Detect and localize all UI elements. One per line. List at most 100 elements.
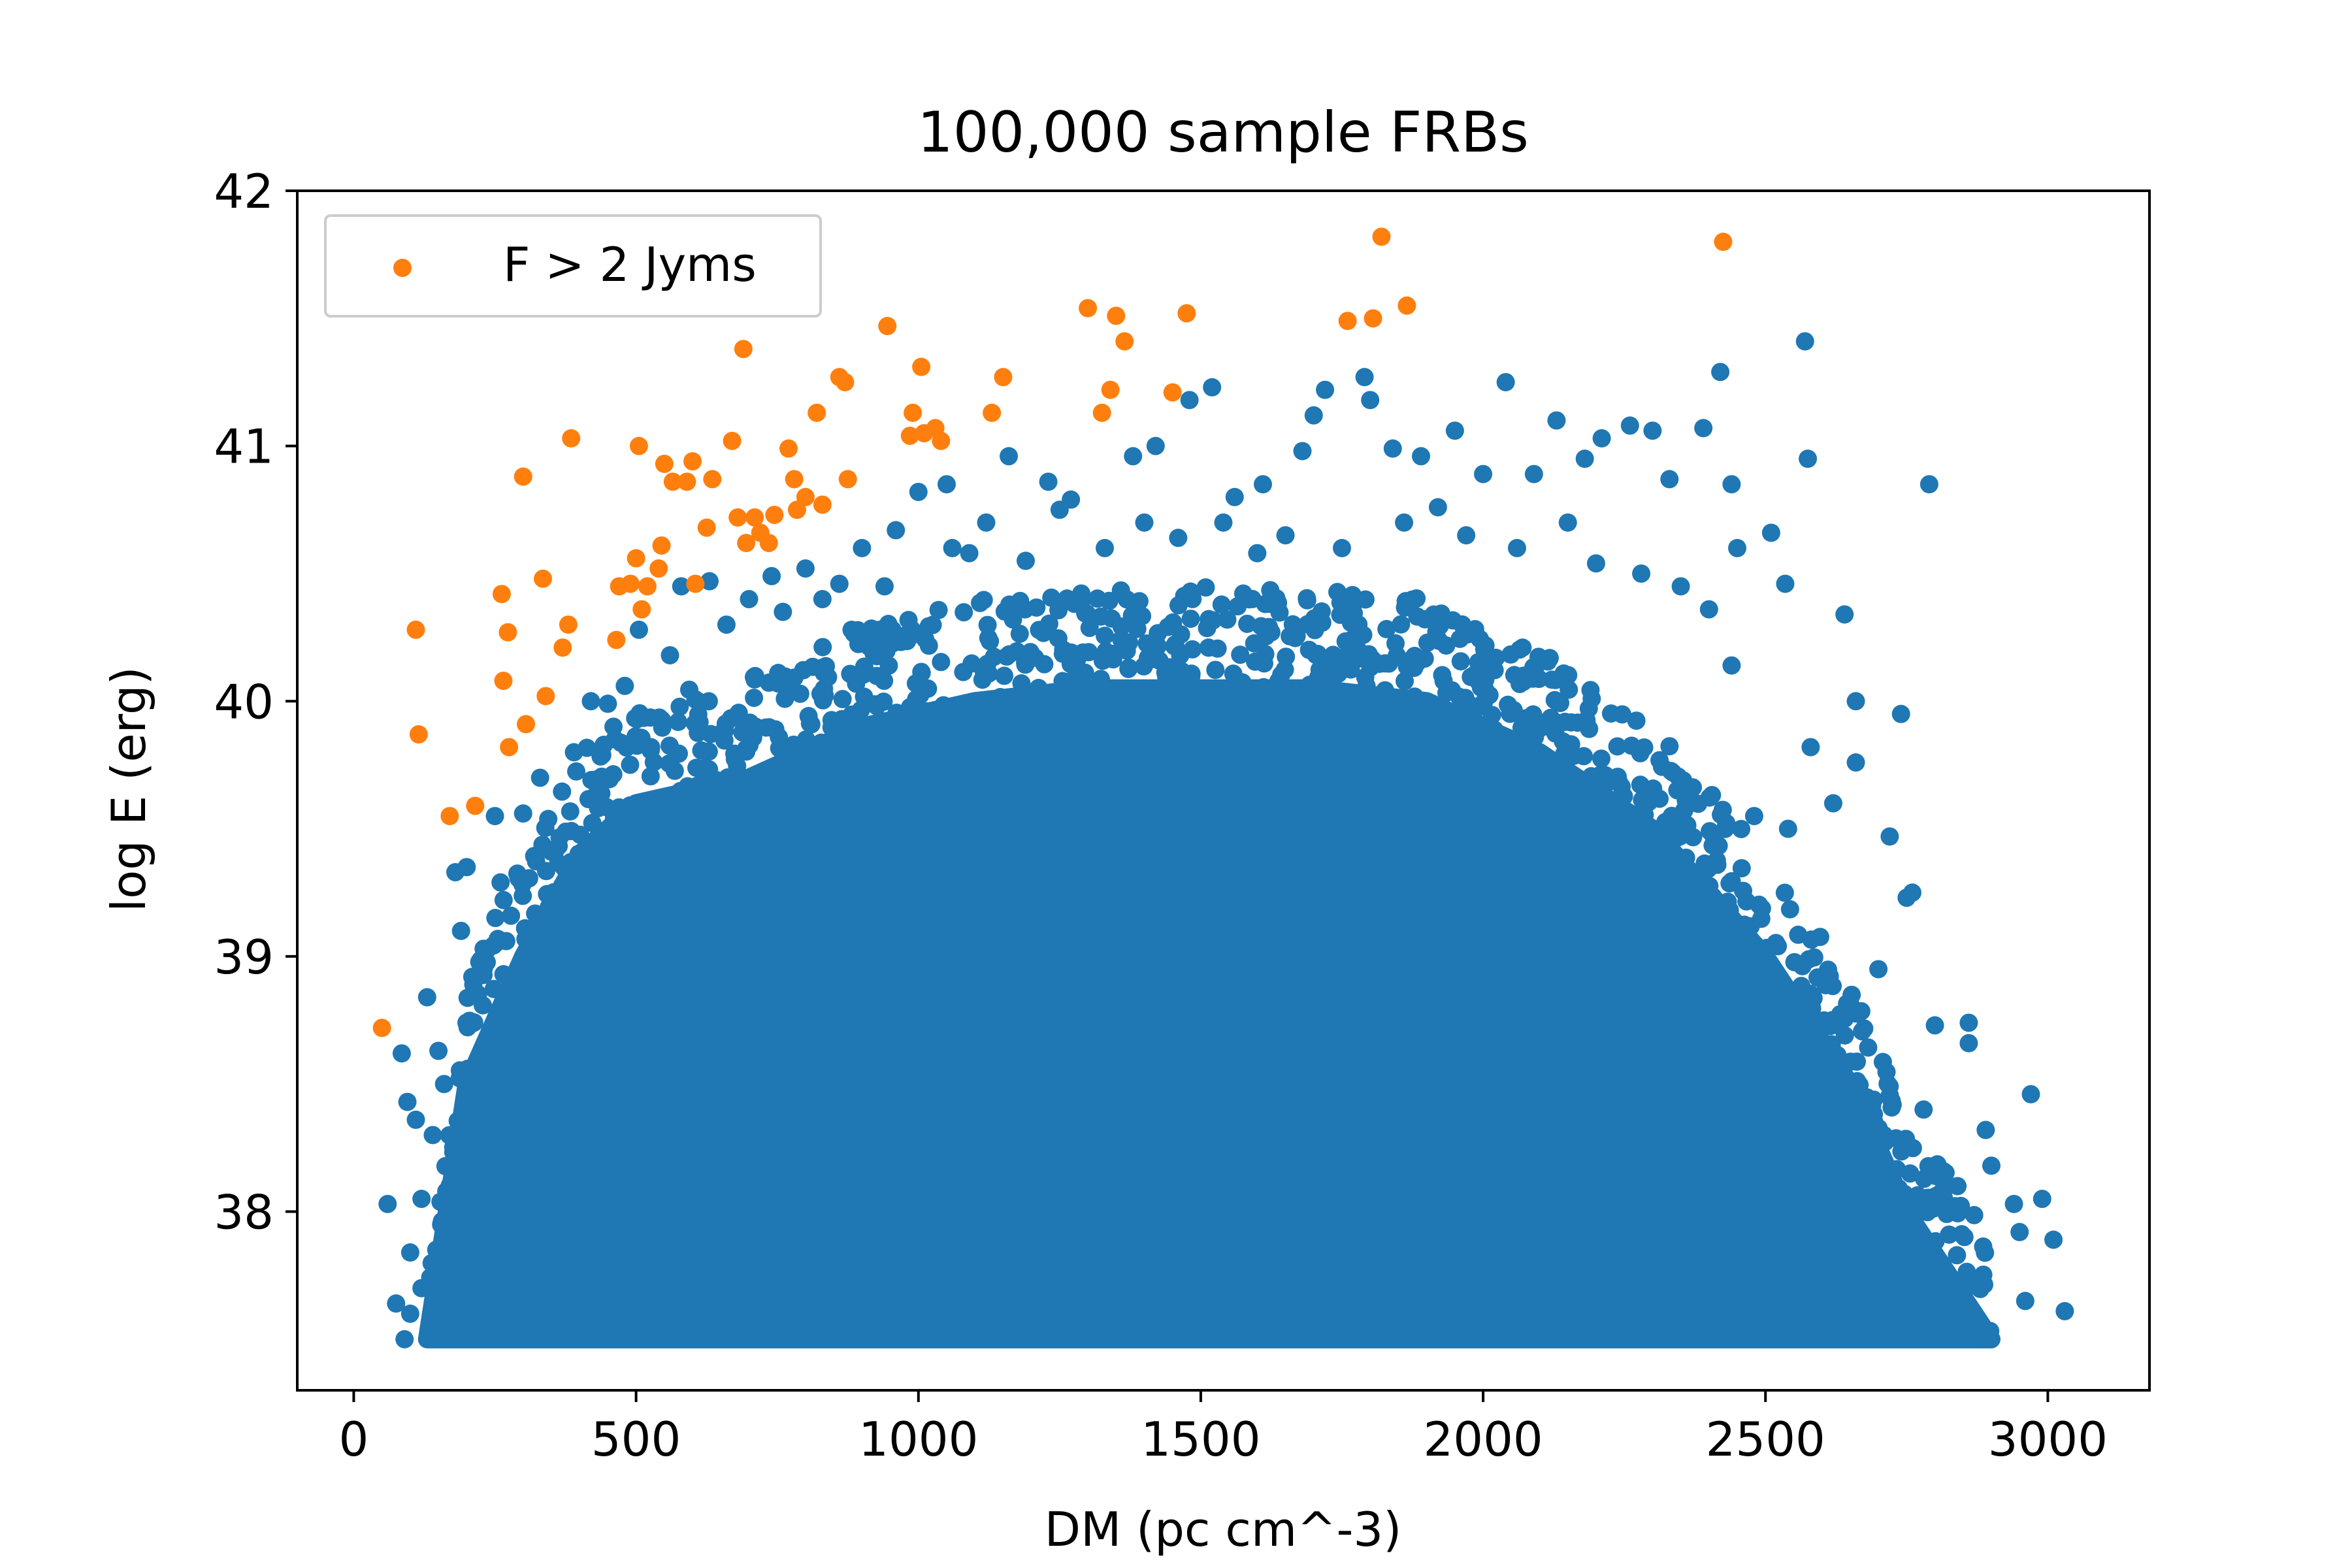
sample-point <box>1387 646 1406 665</box>
sample-point <box>646 800 665 819</box>
sample-point <box>1243 691 1262 710</box>
sample-point <box>1676 848 1695 867</box>
sample-point <box>1418 703 1437 722</box>
sample-point <box>506 969 525 988</box>
sample-point <box>1785 953 1804 972</box>
sample-point <box>1635 806 1654 825</box>
sample-point <box>1581 681 1600 700</box>
frb-point <box>1457 526 1476 545</box>
frb-point <box>1592 429 1611 448</box>
frb-point <box>1248 544 1267 563</box>
sample-point <box>1579 786 1598 805</box>
sample-point <box>1752 909 1771 928</box>
sample-point <box>597 798 616 817</box>
legend-label: F > 2 Jyms <box>503 237 757 292</box>
sample-point <box>1396 672 1414 691</box>
frb-point <box>1496 372 1515 391</box>
frb-point <box>412 1279 431 1298</box>
sample-point <box>1062 643 1081 662</box>
bright-frb-point <box>1372 227 1391 246</box>
sample-point <box>892 632 911 651</box>
bright-frb-point <box>1177 304 1196 323</box>
frb-point <box>474 939 493 958</box>
sample-point <box>845 624 864 643</box>
sample-point <box>1684 778 1703 797</box>
bright-frb-point <box>1101 380 1120 399</box>
frb-point <box>2010 1222 2029 1241</box>
x-tick-label: 1000 <box>858 1412 978 1467</box>
sample-point <box>1878 1074 1897 1093</box>
sample-point <box>523 926 542 945</box>
sample-point <box>1137 683 1156 702</box>
sample-point <box>841 664 860 683</box>
sample-point <box>813 638 832 657</box>
sample-point <box>1224 664 1243 683</box>
sample-point <box>436 1156 455 1175</box>
sample-point <box>539 809 558 828</box>
frb-point <box>1180 391 1199 410</box>
sample-point <box>973 670 992 689</box>
sample-point <box>1111 688 1130 707</box>
frb-point <box>378 1194 397 1213</box>
frb-point <box>2021 1085 2040 1103</box>
sample-point <box>978 655 997 674</box>
sample-point <box>1507 740 1526 759</box>
axes: 0 500 1000 1500 2000 2500 3000 38 39 40 41 42 <box>214 164 2151 1467</box>
sample-point <box>621 755 640 774</box>
bright-frb-point <box>728 508 747 527</box>
bright-frb-point <box>440 807 459 826</box>
sample-point <box>1873 1053 1892 1071</box>
frb-point <box>762 566 781 585</box>
sample-point <box>912 663 931 682</box>
sample-point <box>450 1061 469 1080</box>
sample-point <box>992 697 1011 716</box>
bright-frb-point <box>655 454 674 473</box>
bright-frb-point <box>697 518 716 537</box>
sample-point <box>486 909 505 928</box>
frb-point <box>1146 436 1165 455</box>
sample-point <box>941 709 960 728</box>
sample-point <box>644 753 663 772</box>
sample-point <box>715 731 734 750</box>
sample-point <box>1053 672 1072 691</box>
sample-point <box>1183 589 1202 608</box>
sample-point <box>588 783 607 802</box>
sample-point <box>864 644 883 663</box>
sample-point <box>1098 679 1117 698</box>
sample-point <box>1485 661 1504 679</box>
bright-frb-point <box>686 574 705 593</box>
sample-point <box>567 762 586 781</box>
bright-frb-point <box>536 687 555 706</box>
sample-point <box>1921 1240 1940 1259</box>
sample-point <box>1524 720 1543 739</box>
sample-point <box>689 723 708 742</box>
sample-point <box>1434 672 1453 691</box>
frb-point <box>429 1041 448 1060</box>
sample-point <box>1549 764 1568 783</box>
sample-point <box>1504 700 1523 719</box>
frb-point <box>1304 406 1323 425</box>
frb-point <box>1225 487 1244 506</box>
bright-frb-point <box>406 620 425 639</box>
sample-point <box>1554 664 1573 683</box>
sample-point <box>1539 652 1558 671</box>
sample-point <box>1865 1113 1884 1132</box>
sample-point <box>1882 1092 1901 1111</box>
sample-point <box>1392 615 1411 634</box>
frb-point <box>1412 447 1431 466</box>
sample-point <box>1608 737 1627 756</box>
sample-point <box>1277 647 1296 666</box>
bright-frb-point <box>621 574 640 593</box>
sample-point <box>1901 1164 1919 1183</box>
x-tick-label: 1500 <box>1141 1412 1260 1467</box>
frb-point <box>2033 1190 2051 1209</box>
bright-frb-point <box>1079 299 1098 318</box>
sample-point <box>1560 680 1578 699</box>
frb-point <box>1711 363 1730 382</box>
frb-point <box>2004 1194 2023 1213</box>
frb-point <box>491 873 510 892</box>
bright-frb-point <box>649 559 668 578</box>
sample-point <box>916 630 935 649</box>
sample-point <box>425 1296 444 1315</box>
sample-point <box>1403 649 1422 668</box>
